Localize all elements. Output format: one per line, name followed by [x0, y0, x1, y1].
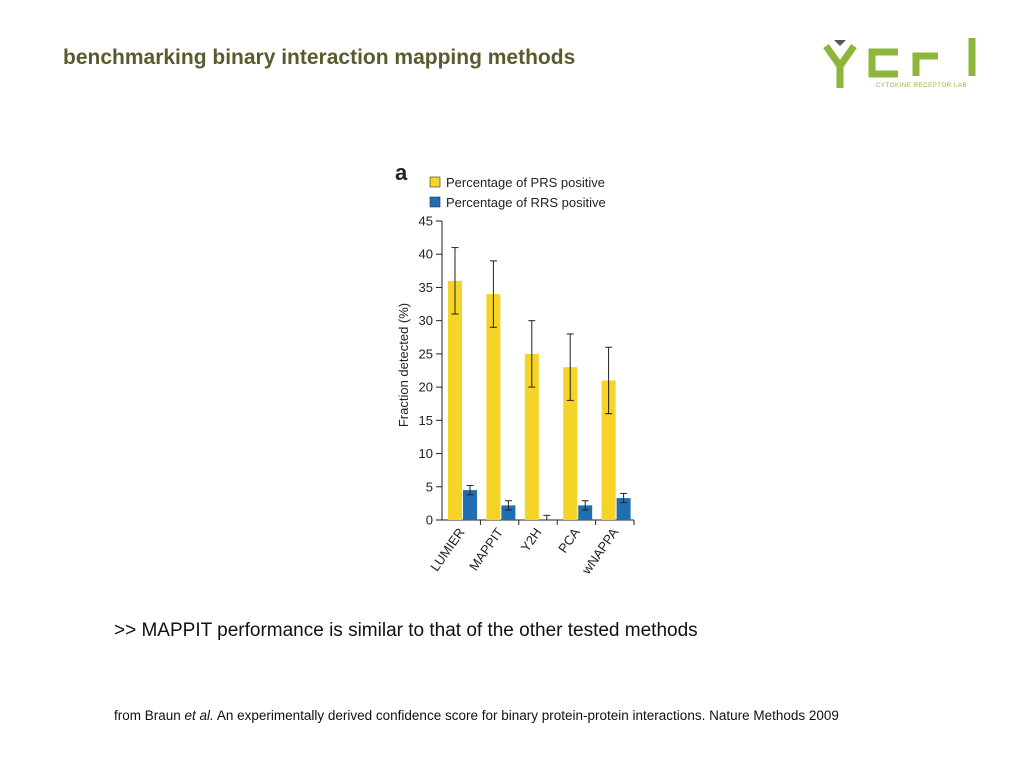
y-tick-label-40: 40 [419, 247, 433, 262]
y-tick-label-25: 25 [419, 346, 433, 361]
slide-title: benchmarking binary interaction mapping … [63, 46, 576, 69]
x-tick-label-lumier: LUMIER [427, 525, 467, 574]
y-tick-label-45: 45 [419, 214, 433, 229]
x-tick-label-pca: PCA [555, 525, 583, 556]
y-axis-title: Fraction detected (%) [396, 303, 411, 427]
logo-subtitle: CYTOKINE RECEPTOR LAB [876, 83, 967, 89]
bar-lumier-0 [448, 280, 462, 520]
error-bars [451, 247, 628, 520]
y-tick-label-20: 20 [419, 380, 433, 395]
conclusion-text: >> MAPPIT performance is similar to that… [114, 620, 698, 641]
citation-prefix: from Braun [114, 708, 185, 723]
y-tick-label-10: 10 [419, 446, 433, 461]
logo-mark [823, 38, 976, 88]
bar-pca-0 [563, 367, 578, 520]
citation: from Braun et al. An experimentally deri… [114, 708, 839, 723]
axes: 0 5 10 15 20 25 30 35 40 45 [419, 214, 635, 528]
bar-wnappa-1 [616, 498, 631, 520]
legend-swatch-0 [429, 176, 441, 188]
y-tick-label-0: 0 [426, 513, 433, 528]
x-tick-label-mappit: MAPPIT [466, 525, 506, 573]
bar-pca-1 [578, 505, 593, 520]
y-tick-label-15: 15 [419, 413, 433, 428]
y-tick-label-35: 35 [419, 280, 433, 295]
x-tick-label-wnappa: wNAPPA [578, 525, 621, 578]
bar-mappit-1 [501, 505, 516, 520]
legend-swatch-1 [429, 196, 441, 208]
bar-wnappa-0 [601, 380, 616, 520]
y-tick-label-30: 30 [419, 313, 433, 328]
y-tick-label-5: 5 [426, 479, 433, 494]
panel-label: a [395, 160, 408, 185]
bar-lumier-1 [463, 490, 477, 520]
x-tick-label-y2h: Y2H [518, 525, 545, 554]
legend-label-0: Percentage of PRS positive [446, 175, 605, 190]
bar-mappit-0 [486, 294, 501, 520]
bar-y2h-0 [524, 353, 539, 520]
chart-panel: a Percentage of PRS positive Percentage o… [380, 155, 650, 595]
bars [448, 280, 631, 520]
legend: Percentage of PRS positive Percentage of … [429, 175, 606, 210]
citation-rest: An experimentally derived confidence sco… [213, 708, 839, 723]
ycrl-logo: CYTOKINE RECEPTOR LAB [823, 38, 976, 89]
citation-authors: et al. [184, 708, 214, 723]
legend-label-1: Percentage of RRS positive [446, 195, 606, 210]
logo-triangle [834, 40, 846, 46]
